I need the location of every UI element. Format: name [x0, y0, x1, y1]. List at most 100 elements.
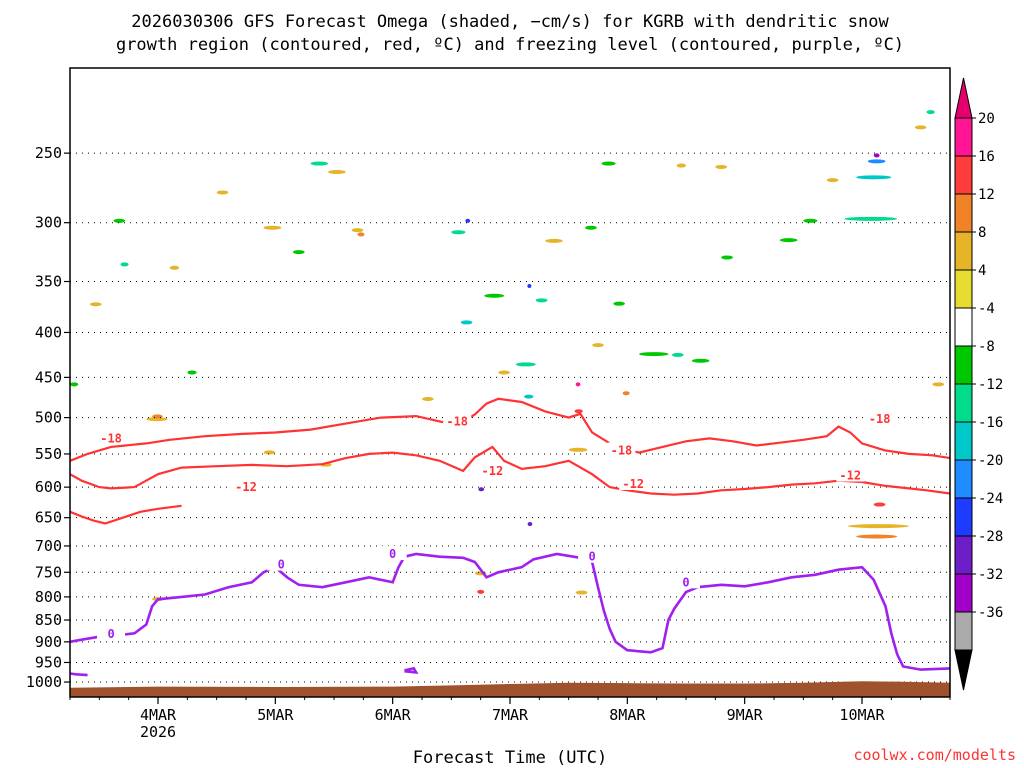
freezing-contour-main	[69, 552, 951, 671]
omega-region-46	[715, 164, 728, 169]
freezing-level-contours: 0 0 0 0 0	[69, 546, 951, 677]
omega-region-50	[826, 178, 839, 183]
dgz-label-1-2: -12	[622, 477, 644, 491]
x-tick-label-9MAR: 9MAR	[727, 706, 764, 724]
omega-region-58	[914, 125, 927, 130]
omega-region-12	[310, 161, 329, 166]
colorbar-bin-16	[954, 155, 973, 195]
colorbar-label--4: -4	[978, 301, 995, 317]
omega-region-11	[292, 250, 305, 255]
dgz-label-1-0-bg	[232, 479, 260, 494]
y-tick-label-800: 800	[35, 588, 62, 606]
x-tick-label-6MAR: 6MAR	[375, 706, 412, 724]
omega-region-29	[527, 283, 532, 288]
plot-area: -18 -18 -18 -18 -12 -12 -12 -12 0 0 0 0 0	[69, 67, 951, 698]
dgz-label-1-3: -12	[839, 469, 861, 483]
omega-region-60	[932, 382, 945, 387]
omega-region-14	[351, 228, 364, 233]
colorbar-label-8: 8	[978, 225, 986, 241]
dgz-contour--12-2	[69, 504, 182, 525]
omega-region-51	[844, 216, 898, 221]
colorbar-bin-20	[954, 117, 973, 157]
chart-title-line-1: 2026030306 GFS Forecast Omega (shaded, −…	[131, 12, 889, 32]
pressure-gridlines	[70, 152, 950, 683]
credit-link[interactable]: coolwx.com/modelts	[853, 746, 1016, 764]
dgz-label-0-1: -18	[446, 414, 468, 428]
y-tick-label-550: 550	[35, 445, 62, 463]
omega-region-25	[484, 293, 505, 298]
colorbar-label--32: -32	[978, 567, 1003, 583]
x-tick-label-8MAR: 8MAR	[609, 706, 646, 724]
omega-region-24	[477, 589, 485, 594]
x-tick-label-10MAR: 10MAR	[839, 706, 885, 724]
omega-region-9	[216, 190, 229, 195]
omega-region-33	[568, 447, 588, 452]
omega-region-54	[873, 153, 880, 158]
omega-region-22	[478, 487, 485, 492]
x-tick-sublabel-4MAR: 2026	[140, 723, 176, 741]
colorbar-bottom-arrow	[954, 649, 973, 691]
plot-frame	[69, 67, 951, 698]
omega-region-32	[545, 238, 563, 243]
omega-region-48	[779, 238, 798, 243]
omega-region-41	[622, 391, 630, 396]
ground-fill	[70, 681, 950, 697]
y-tick-label-400: 400	[35, 323, 62, 341]
omega-region-15	[357, 232, 365, 237]
freezing-label-4-bg	[672, 574, 700, 589]
omega-region-28	[524, 394, 534, 399]
freezing-label-0-bg	[97, 626, 126, 641]
dgz-contour--12-1	[69, 445, 951, 496]
y-tick-label-850: 850	[35, 611, 62, 629]
freezing-label-3-bg	[578, 548, 607, 563]
omega-region-45	[691, 358, 710, 363]
y-tick-label-500: 500	[35, 409, 62, 427]
omega-region-10	[263, 225, 282, 230]
omega-region-0	[70, 382, 79, 387]
freezing-label-3: 0	[589, 550, 596, 564]
colorbar-label-20: 20	[978, 111, 995, 127]
dgz-contours: -18 -18 -18 -18 -12 -12 -12 -12	[69, 397, 951, 525]
colorbar-bin-8	[954, 231, 973, 271]
omega-region-30	[527, 522, 533, 527]
omega-region-4	[146, 417, 168, 422]
freezing-label-4: 0	[682, 575, 689, 589]
omega-region-34	[574, 409, 583, 414]
dgz-label-1-3-bg	[836, 467, 865, 482]
omega-region-49	[803, 218, 818, 223]
freezing-label-2-bg	[378, 546, 407, 561]
freezing-contour-small-1	[404, 666, 419, 674]
colorbar-bin--28	[954, 535, 973, 575]
x-tick-label-4MAR: 4MAR	[140, 706, 177, 724]
y-tick-label-700: 700	[35, 537, 62, 555]
y-tick-label-300: 300	[35, 214, 62, 232]
colorbar-bin-4	[954, 269, 973, 309]
freezing-label-1-bg	[267, 556, 296, 571]
omega-region-26	[498, 370, 510, 375]
omega-region-44	[676, 163, 686, 168]
colorbar-bin--4	[954, 307, 973, 347]
omega-region-52	[856, 175, 892, 180]
omega-region-42	[639, 352, 669, 357]
colorbar: 20 16 12 8 4 -4 -8 -12 -16 -20 -24 -28 -32 -36	[954, 77, 1003, 691]
omega-region-16	[263, 450, 276, 455]
omega-region-27	[515, 362, 536, 367]
colorbar-label-16: 16	[978, 149, 995, 165]
omega-region-59	[926, 110, 935, 115]
omega-region-8	[187, 370, 197, 375]
dgz-label-0-3-bg	[865, 411, 894, 426]
omega-region-19	[451, 230, 466, 235]
y-tick-label-950: 950	[35, 653, 62, 671]
colorbar-label-12: 12	[978, 187, 995, 203]
y-tick-label-450: 450	[35, 368, 62, 386]
omega-region-36	[575, 590, 588, 595]
colorbar-bin--36	[954, 611, 973, 651]
dgz-label-0-2-bg	[607, 442, 636, 457]
ground-surface	[70, 681, 950, 697]
omega-region-3	[120, 262, 129, 267]
dgz-label-1-1: -12	[482, 464, 504, 478]
omega-region-39	[601, 161, 616, 166]
colorbar-label--8: -8	[978, 339, 995, 355]
omega-region-37	[585, 225, 597, 230]
